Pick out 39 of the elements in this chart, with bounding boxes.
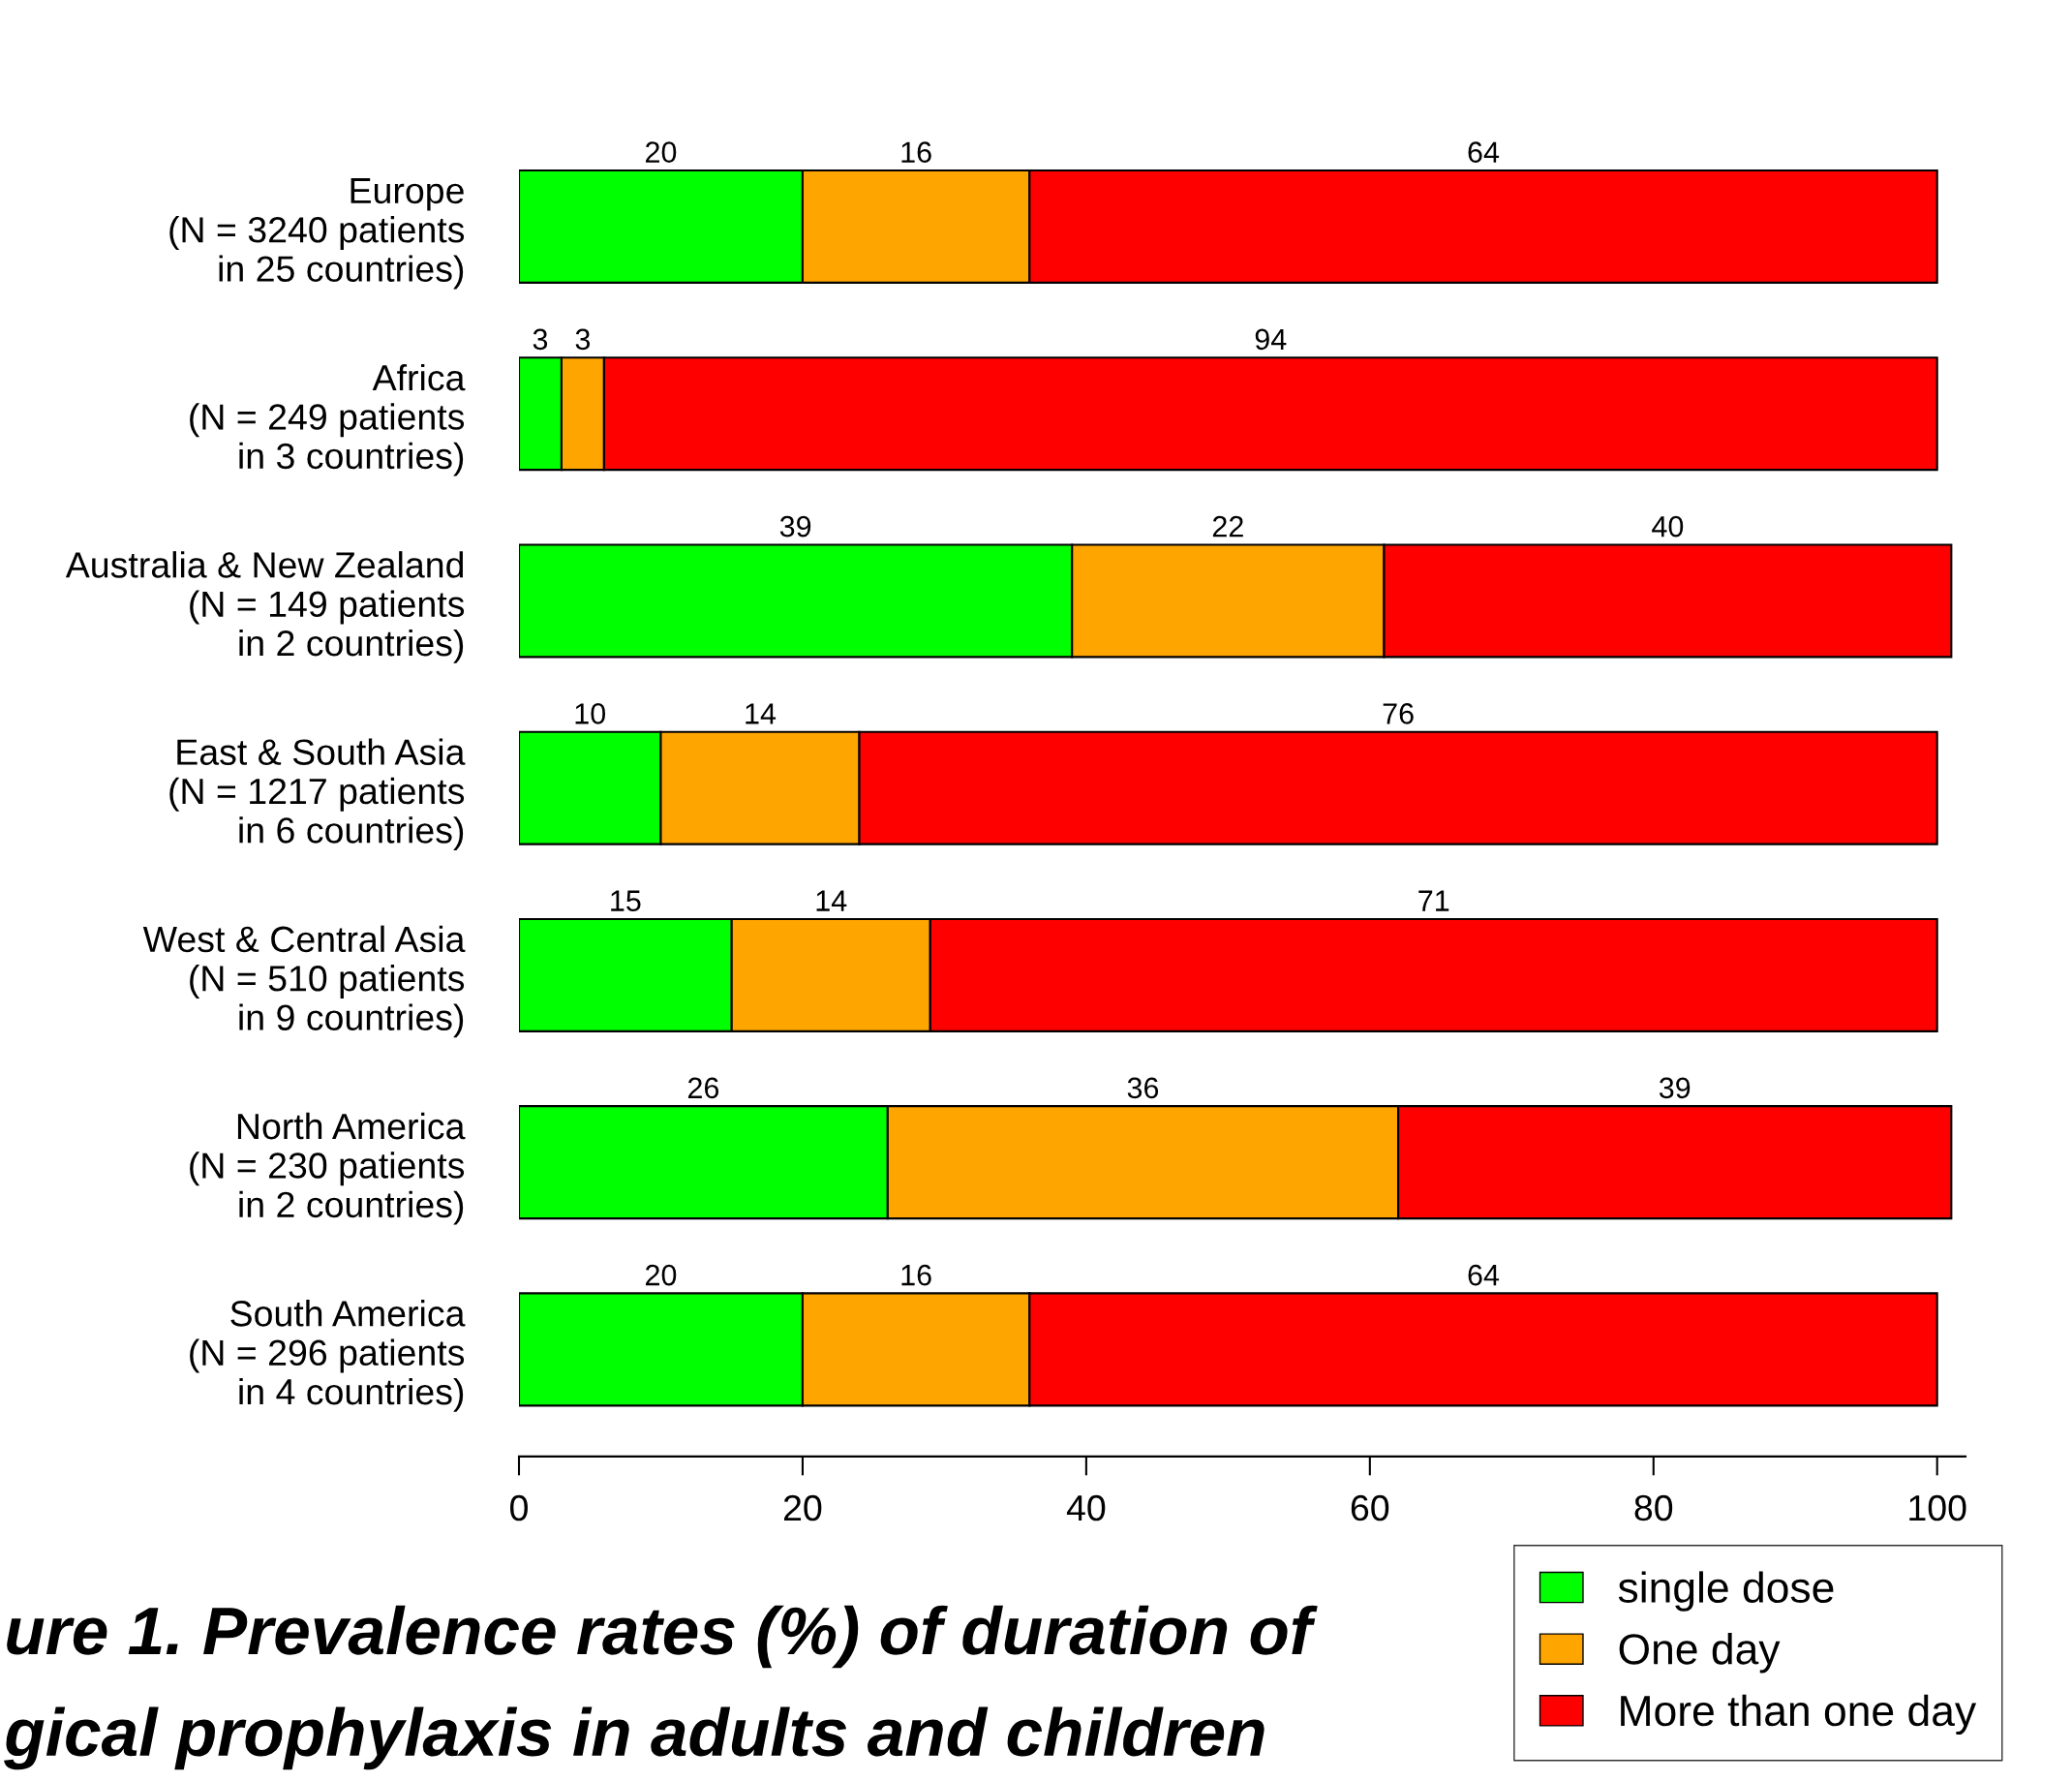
data-label: 16: [901, 1264, 931, 1286]
data-label: 14: [746, 703, 777, 724]
y-tick-label: Africa (N = 249 patients in 3 countries): [190, 363, 466, 476]
data-label: 40: [1652, 515, 1684, 538]
data-label: 20: [646, 141, 677, 163]
data-label: 16: [901, 141, 931, 163]
y-tick-label: Australia & New Zealand (N = 149 patients in 2 countries): [65, 551, 465, 663]
data-label: 15: [611, 890, 641, 911]
data-label: 39: [1659, 1077, 1691, 1099]
legend-label: single dose: [1618, 1571, 1834, 1612]
y-tick-label: East & South Asia (N = 1217 patients in 6 countries): [169, 738, 466, 851]
data-label: 71: [1418, 890, 1449, 911]
data-label: 26: [687, 1077, 719, 1099]
data-label: 64: [1468, 141, 1500, 163]
data-label: 39: [779, 515, 811, 538]
data-label: 36: [1127, 1077, 1159, 1099]
legend-label: More than one day: [1621, 1694, 1977, 1736]
x-tick-label: 20: [783, 1494, 822, 1521]
legend-label: One day: [1619, 1633, 1781, 1674]
data-label: 22: [1212, 515, 1243, 538]
data-label: 10: [575, 703, 606, 724]
y-tick-label: South America (N = 296 patients in 4 countries): [190, 1300, 466, 1412]
x-tick-label: 80: [1634, 1494, 1673, 1521]
data-label: 3: [533, 328, 548, 351]
data-label: 20: [646, 1264, 677, 1286]
data-label: 64: [1468, 1264, 1500, 1286]
data-label: 14: [816, 890, 847, 911]
y-tick-label: North America (N = 230 patients in 2 countries): [190, 1112, 466, 1225]
text: gical prophylaxis in adults and children: [4, 1706, 1265, 1770]
y-tick-label: West & Central Asia (N = 510 patients in 9 countries): [142, 925, 466, 1038]
x-tick-label: 40: [1066, 1494, 1106, 1521]
y-tick-label: Europe (N = 3240 patients in 25 countries): [169, 178, 465, 290]
data-label: 76: [1383, 703, 1414, 724]
x-tick-label: 0: [510, 1494, 528, 1521]
x-tick-label: 60: [1351, 1494, 1389, 1521]
x-tick-label: 100: [1909, 1494, 1966, 1521]
text: ure 1. Prevalence rates (%) of duration of: [7, 1605, 1318, 1669]
data-label: 94: [1255, 328, 1287, 351]
data-label: 3: [575, 328, 591, 351]
